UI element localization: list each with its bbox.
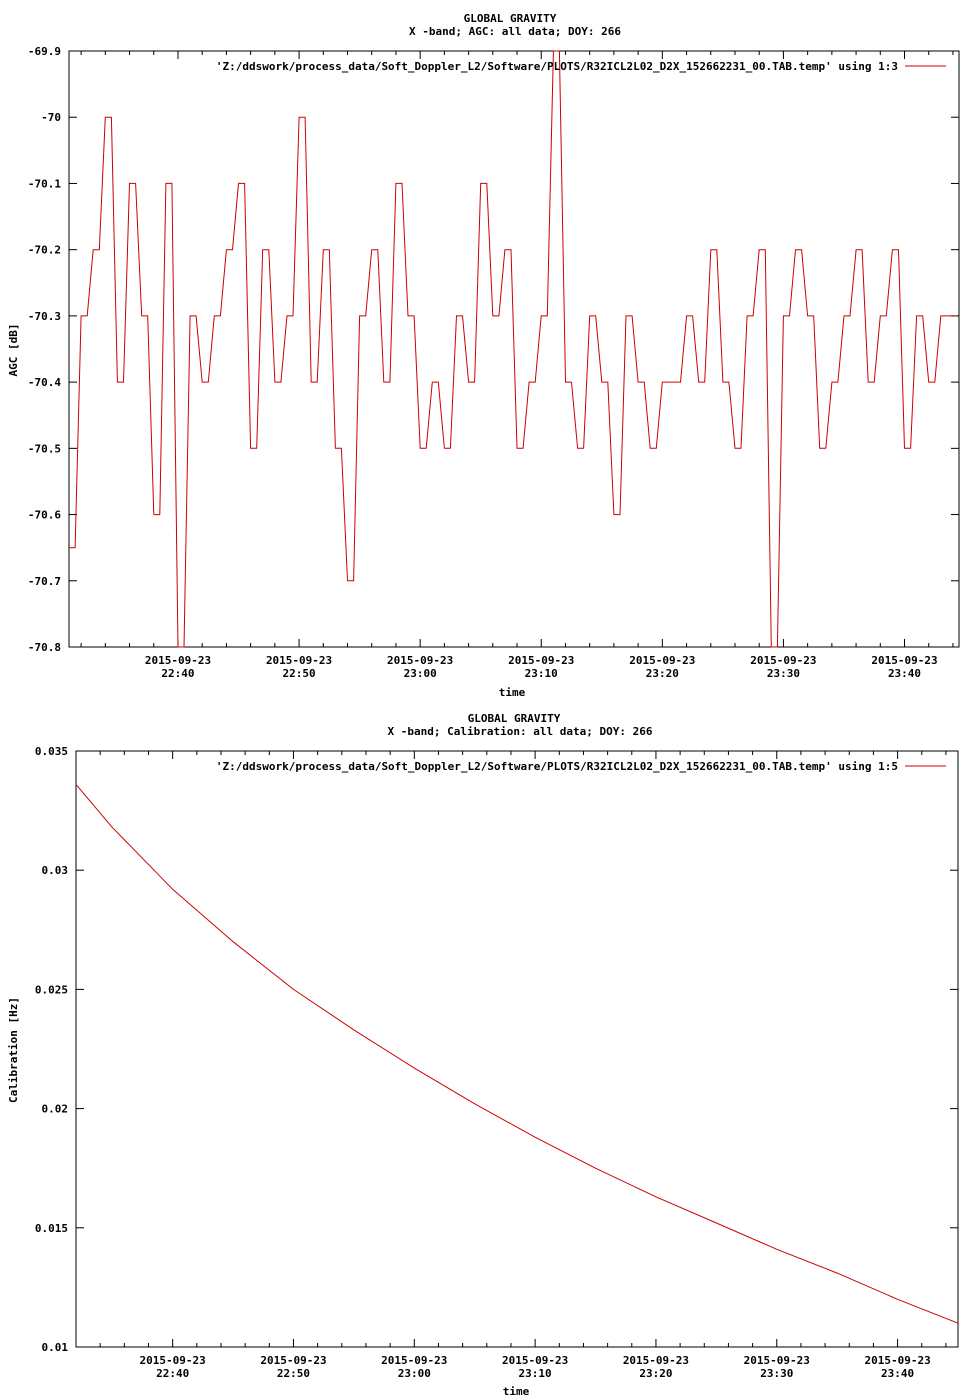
x-tick-date-label: 2015-09-23 — [502, 1354, 568, 1367]
series-line — [69, 50, 956, 648]
y-tick-label: 0.015 — [35, 1222, 68, 1235]
x-tick-time-label: 23:10 — [519, 1367, 552, 1380]
x-tick-time-label: 22:40 — [161, 667, 194, 680]
y-axis-label: Calibration [Hz] — [7, 997, 20, 1103]
plot-frame — [75, 750, 959, 1348]
x-tick-time-label: 22:50 — [277, 1367, 310, 1380]
x-tick-date-label: 2015-09-23 — [871, 654, 937, 667]
x-tick-time-label: 22:50 — [283, 667, 316, 680]
x-tick-date-label: 2015-09-23 — [381, 1354, 447, 1367]
y-axis-label: AGC [dB] — [7, 324, 20, 377]
y-tick-label: 0.02 — [42, 1103, 69, 1116]
y-tick-label: -69.9 — [28, 45, 61, 58]
x-axis-label: time — [499, 686, 526, 699]
chart-title: GLOBAL GRAVITY — [468, 712, 561, 725]
legend-label: 'Z:/ddswork/process_data/Soft_Doppler_L2… — [216, 760, 898, 773]
x-tick-time-label: 23:00 — [404, 667, 437, 680]
x-axis-label: time — [503, 1385, 530, 1398]
x-tick-time-label: 22:40 — [156, 1367, 189, 1380]
x-tick-date-label: 2015-09-23 — [750, 654, 816, 667]
x-tick-time-label: 23:20 — [639, 1367, 672, 1380]
x-tick-time-label: 23:40 — [888, 667, 921, 680]
legend-label: 'Z:/ddswork/process_data/Soft_Doppler_L2… — [216, 60, 898, 73]
y-tick-label: 0.035 — [35, 745, 68, 758]
y-tick-label: -70 — [41, 111, 61, 124]
y-tick-label: -70.7 — [28, 575, 61, 588]
y-tick-label: -70.1 — [28, 177, 61, 190]
x-tick-date-label: 2015-09-23 — [508, 654, 574, 667]
x-tick-date-label: 2015-09-23 — [266, 654, 332, 667]
series-line — [75, 784, 959, 1324]
chart-subtitle: X -band; AGC: all data; DOY: 266 — [409, 25, 621, 38]
x-tick-date-label: 2015-09-23 — [140, 1354, 206, 1367]
x-tick-date-label: 2015-09-23 — [629, 654, 695, 667]
y-tick-label: -70.6 — [28, 509, 61, 522]
x-tick-date-label: 2015-09-23 — [145, 654, 211, 667]
y-tick-label: -70.4 — [28, 376, 61, 389]
agc-chart: GLOBAL GRAVITY X -band; AGC: all data; D… — [7, 12, 960, 699]
x-tick-time-label: 23:10 — [525, 667, 558, 680]
y-tick-label: 0.03 — [42, 864, 69, 877]
x-tick-time-label: 23:00 — [398, 1367, 431, 1380]
calibration-chart: GLOBAL GRAVITY X -band; Calibration: all… — [7, 712, 959, 1398]
chart-subtitle: X -band; Calibration: all data; DOY: 266 — [388, 725, 653, 738]
x-tick-time-label: 23:30 — [760, 1367, 793, 1380]
y-tick-label: 0.025 — [35, 983, 68, 996]
y-tick-label: -70.8 — [28, 641, 61, 654]
y-tick-label: -70.5 — [28, 442, 61, 455]
x-tick-date-label: 2015-09-23 — [387, 654, 453, 667]
x-tick-time-label: 23:30 — [767, 667, 800, 680]
y-tick-label: -70.3 — [28, 310, 61, 323]
x-tick-time-label: 23:20 — [646, 667, 679, 680]
chart-title: GLOBAL GRAVITY — [464, 12, 557, 25]
y-tick-label: 0.01 — [42, 1341, 69, 1354]
plot-frame — [68, 50, 960, 648]
x-tick-date-label: 2015-09-23 — [623, 1354, 689, 1367]
x-tick-date-label: 2015-09-23 — [864, 1354, 930, 1367]
x-tick-date-label: 2015-09-23 — [260, 1354, 326, 1367]
x-tick-time-label: 23:40 — [881, 1367, 914, 1380]
y-tick-label: -70.2 — [28, 244, 61, 257]
x-tick-date-label: 2015-09-23 — [744, 1354, 810, 1367]
